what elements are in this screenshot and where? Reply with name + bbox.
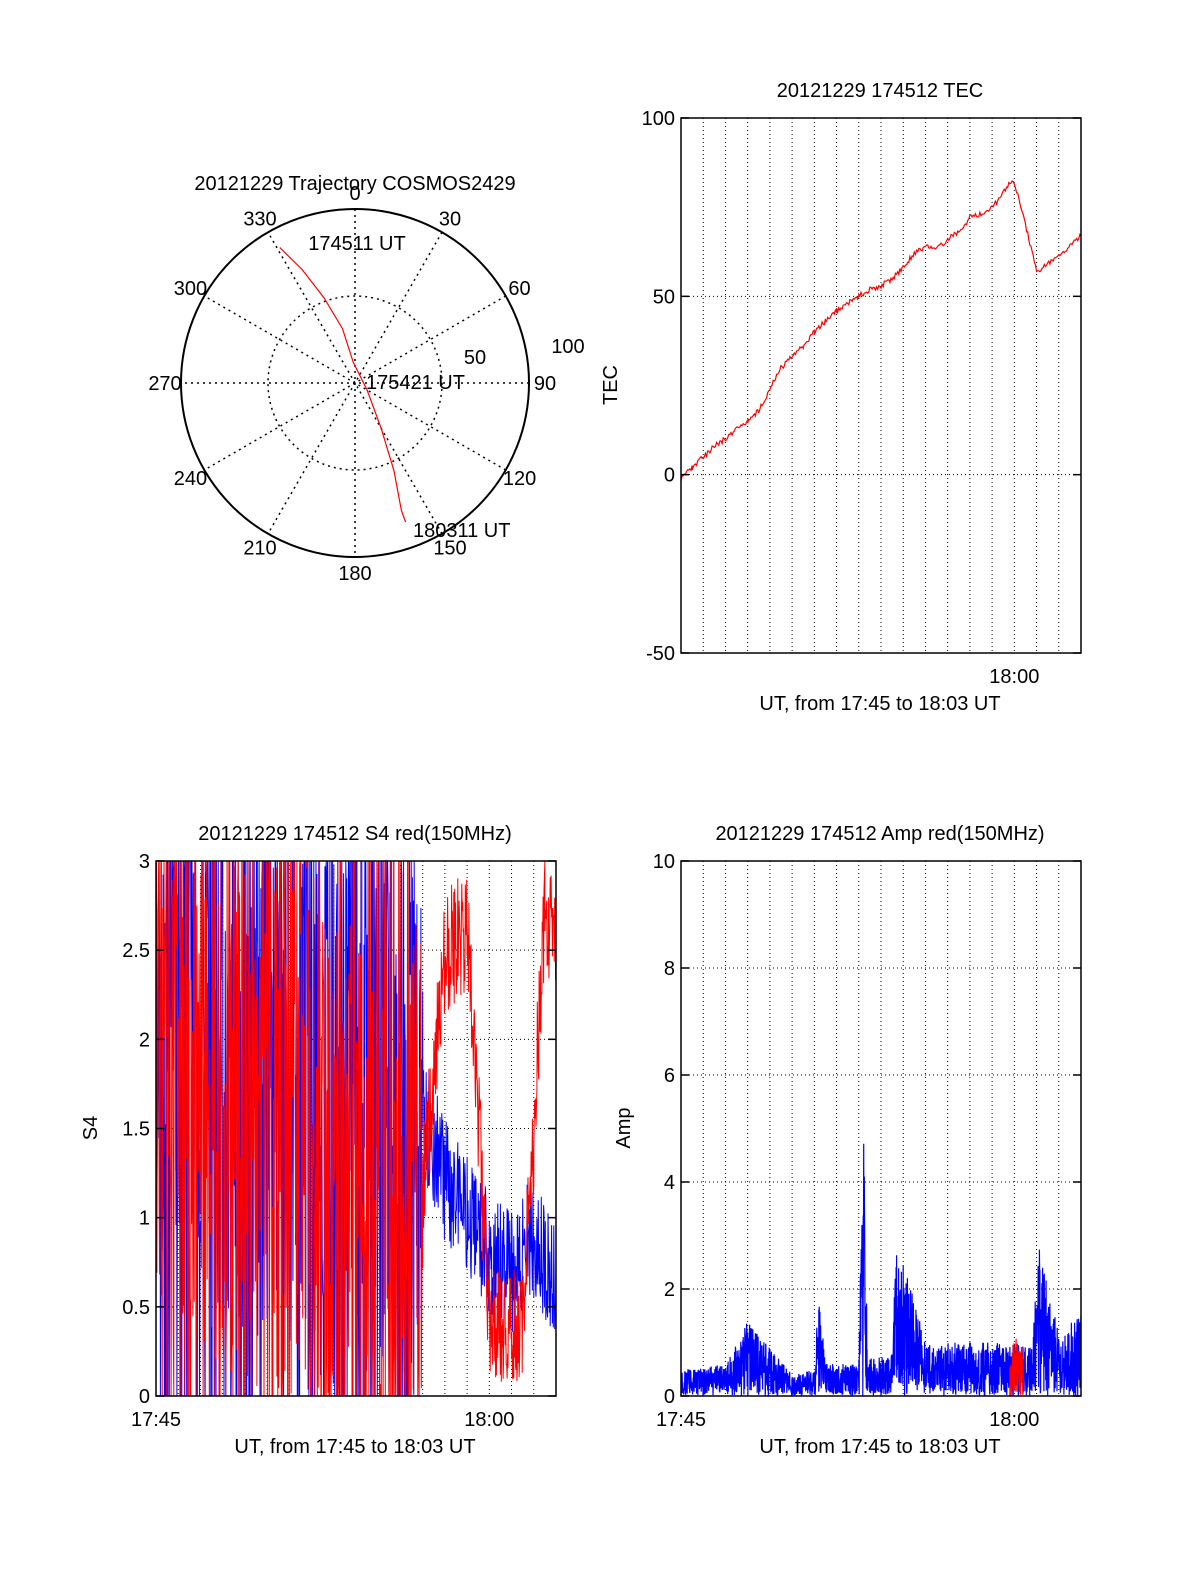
s4-ytick-label: 0 <box>139 1386 150 1408</box>
amp-ytick-label: 8 <box>664 958 675 980</box>
polar-annotation-start: 174511 UT <box>308 233 405 255</box>
s4-title: 20121229 174512 S4 red(150MHz) <box>198 823 512 845</box>
amp-xlabel: UT, from 17:45 to 18:03 UT <box>759 1436 1000 1458</box>
polar-radial-label-100: 100 <box>551 336 584 358</box>
tec-title: 20121229 174512 TEC <box>777 80 983 102</box>
polar-inner-ring <box>267 295 443 471</box>
polar-spokes <box>181 209 529 557</box>
polar-angle-label: 300 <box>174 278 207 300</box>
polar-angle-label: 90 <box>534 373 556 395</box>
tec-series-line-red <box>680 180 1082 482</box>
amp-ytick-label: 4 <box>664 1172 675 1194</box>
amp-xtick-label: 18:00 <box>989 1409 1039 1431</box>
tec-panel: 20121229 174512 TEC UT, from 17:45 to 18… <box>600 80 1082 715</box>
tec-plot-frame <box>680 117 1082 654</box>
polar-angle-label: 150 <box>433 538 466 560</box>
polar-angle-label: 60 <box>508 278 530 300</box>
s4-ylabel: S4 <box>80 1116 102 1140</box>
tec-ytick-label: 50 <box>653 286 675 308</box>
tec-ytick-label: 100 <box>642 108 675 130</box>
s4-panel: 20121229 174512 S4 red(150MHz) UT, from … <box>80 823 557 1458</box>
amp-plot-frame <box>680 860 1082 1397</box>
s4-xtick-label: 18:00 <box>464 1409 514 1431</box>
s4-ytick-label: 1.5 <box>122 1119 150 1141</box>
s4-xtick-label: 17:45 <box>131 1409 181 1431</box>
amp-title: 20121229 174512 Amp red(150MHz) <box>715 823 1044 845</box>
s4-ytick-label: 0.5 <box>122 1297 150 1319</box>
tec-ytick-label: 0 <box>664 465 675 487</box>
s4-ytick-label: 1 <box>139 1208 150 1230</box>
s4-ytick-label: 2 <box>139 1029 150 1051</box>
polar-angle-label: 330 <box>243 208 276 230</box>
s4-series-line-red <box>155 860 557 1397</box>
amp-ytick-label: 0 <box>664 1386 675 1408</box>
polar-spoke <box>267 231 443 535</box>
polar-angle-label: 240 <box>174 468 207 490</box>
polar-angle-label: 270 <box>148 373 181 395</box>
polar-track-line <box>279 247 407 523</box>
amp-ytick-label: 2 <box>664 1279 675 1301</box>
tec-ylabel: TEC <box>600 365 622 405</box>
polar-angle-label: 30 <box>439 208 461 230</box>
polar-annotation-end: 180311 UT <box>413 520 510 542</box>
tec-ytick-label: -50 <box>646 643 675 665</box>
amp-ylabel: Amp <box>613 1107 635 1148</box>
tec-xtick-label: 18:00 <box>989 666 1039 688</box>
polar-angle-label: 0 <box>349 183 360 205</box>
s4-ytick-label: 3 <box>139 851 150 873</box>
amp-ytick-label: 10 <box>653 851 675 873</box>
polar-radial-label-50: 50 <box>464 347 486 369</box>
amp-xtick-label: 17:45 <box>656 1409 706 1431</box>
polar-angle-label: 210 <box>243 538 276 560</box>
amp-ytick-label: 6 <box>664 1065 675 1087</box>
polar-annotation-mid: 175421 UT <box>366 372 465 394</box>
tec-xlabel: UT, from 17:45 to 18:03 UT <box>759 693 1000 715</box>
s4-ytick-label: 2.5 <box>122 940 150 962</box>
polar-angle-labels: 0 30 60 90 120 150 180 210 240 270 300 330 <box>148 183 556 585</box>
polar-title: 20121229 Trajectory COSMOS2429 <box>194 173 515 195</box>
amp-series-line-red <box>1009 1338 1024 1396</box>
polar-angle-label: 180 <box>338 563 371 585</box>
s4-xlabel: UT, from 17:45 to 18:03 UT <box>234 1436 475 1458</box>
amp-panel: 20121229 174512 Amp red(150MHz) UT, from… <box>613 823 1082 1458</box>
polar-trajectory-plot: 20121229 Trajectory COSMOS2429 0 30 60 90 12… <box>148 173 584 585</box>
polar-angle-label: 120 <box>503 468 536 490</box>
